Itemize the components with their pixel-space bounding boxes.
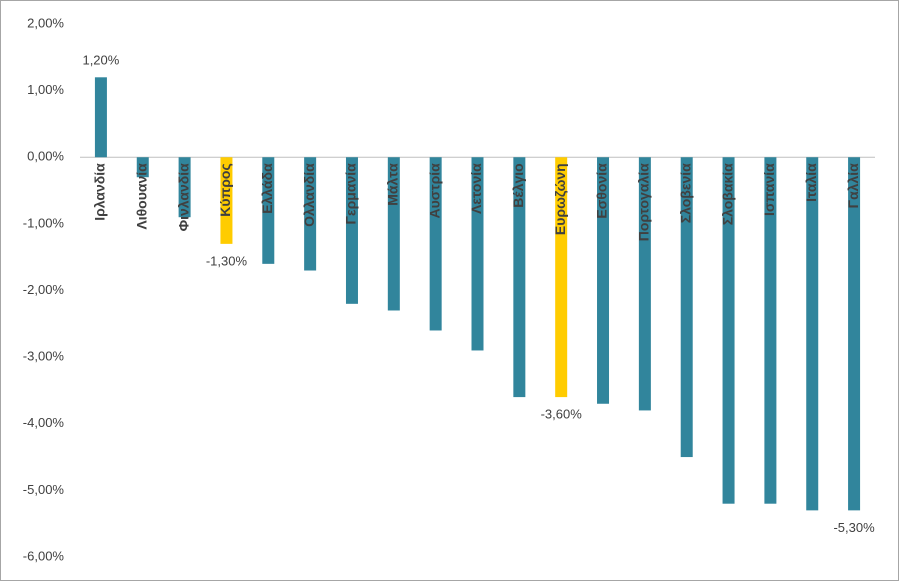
x-tick-label: Ιταλία: [803, 163, 819, 202]
y-tick-label: -6,00%: [23, 548, 65, 563]
bar: [304, 157, 317, 271]
bar: [597, 157, 610, 404]
bar: [262, 157, 275, 264]
bar: [848, 157, 861, 511]
y-tick-label: -4,00%: [23, 415, 65, 430]
x-tick-label: Γερμανία: [343, 163, 359, 225]
bar: [220, 157, 233, 244]
y-tick-label: 1,00%: [27, 82, 64, 97]
bar: [94, 77, 107, 158]
value-label: -3,60%: [541, 407, 583, 422]
bar: [345, 157, 358, 304]
bar: [722, 157, 735, 504]
x-tick-label: Ευρωζώνη: [552, 163, 568, 235]
bar: [513, 157, 526, 398]
value-label: -5,30%: [833, 520, 875, 535]
y-tick-label: -3,00%: [23, 349, 65, 364]
x-tick-label: Ισπανία: [761, 163, 777, 216]
x-tick-label: Πορτογαλία: [636, 163, 652, 241]
x-tick-label: Κύπρος: [217, 163, 233, 216]
y-tick-label: -5,00%: [23, 482, 65, 497]
x-tick-label: Βέλγιο: [510, 163, 526, 207]
bar: [680, 157, 693, 458]
bar: [387, 157, 400, 311]
x-tick-label: Αυστρία: [426, 163, 442, 219]
x-tick-label: Λιθουανία: [133, 163, 149, 230]
bar: [429, 157, 442, 331]
bar: [764, 157, 777, 504]
y-tick-label: 0,00%: [27, 149, 64, 164]
bar: [471, 157, 484, 351]
bar: [555, 157, 568, 398]
x-tick-label: Λετονία: [468, 163, 484, 214]
x-tick-label: Γαλλία: [845, 163, 861, 208]
bar: [136, 157, 149, 178]
value-label: -1,30%: [206, 253, 248, 268]
y-tick-label: -1,00%: [23, 215, 65, 230]
bar: [178, 157, 191, 218]
x-tick-label: Ολλανδία: [301, 163, 317, 227]
x-tick-label: Μάλτα: [385, 163, 401, 206]
value-label: 1,20%: [82, 53, 119, 68]
x-tick-label: Ιρλανδία: [92, 163, 108, 221]
x-tick-label: Σλοβενία: [677, 163, 693, 223]
bar: [806, 157, 819, 511]
bar: [638, 157, 651, 411]
y-tick-label: -2,00%: [23, 282, 65, 297]
x-tick-label: Σλοβακία: [719, 163, 735, 225]
x-tick-label: Ελλάδα: [259, 163, 275, 214]
x-tick-label: Εσθονία: [594, 163, 610, 219]
y-tick-label: 2,00%: [27, 15, 64, 30]
x-tick-label: Φινλανδία: [175, 163, 191, 232]
